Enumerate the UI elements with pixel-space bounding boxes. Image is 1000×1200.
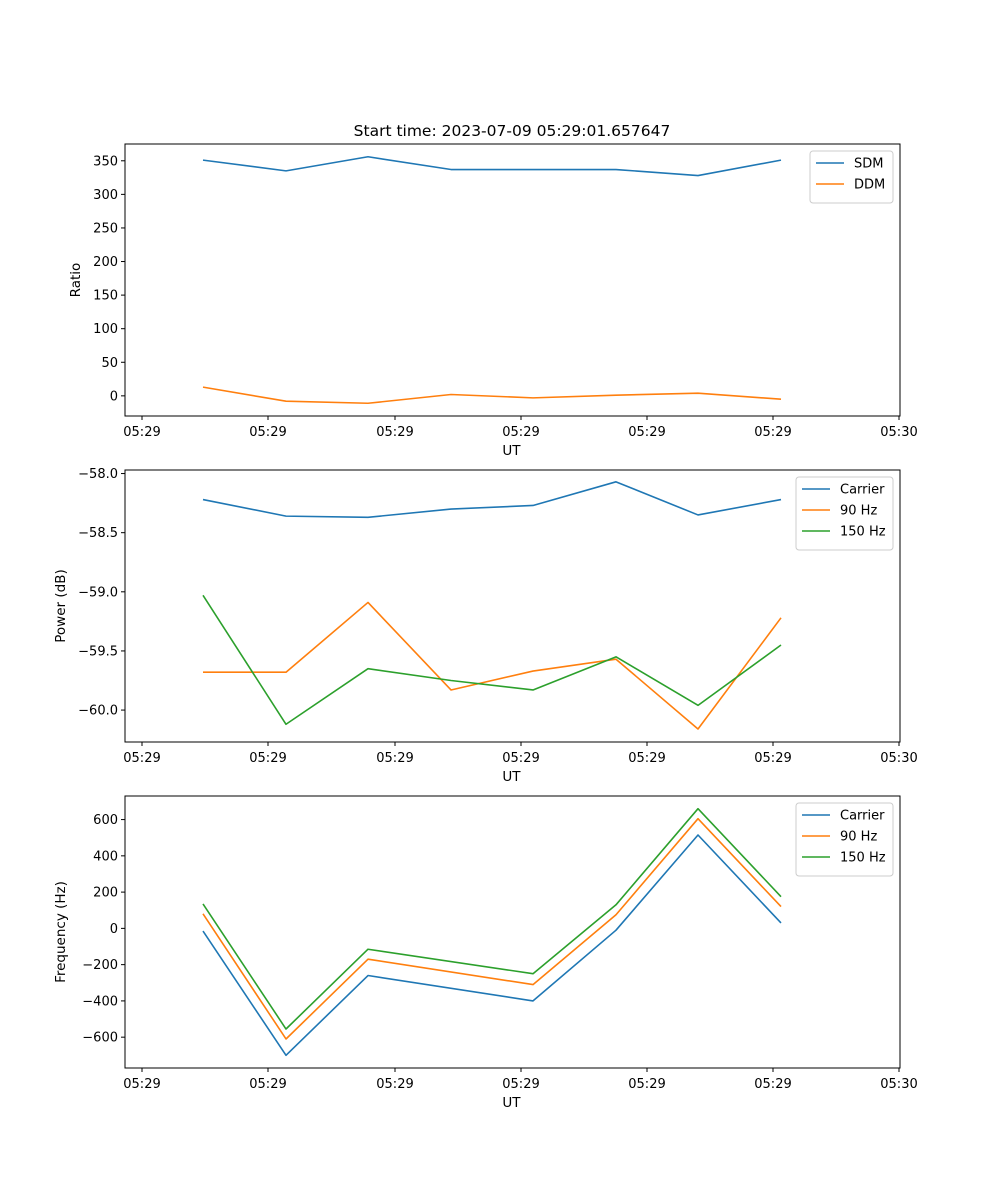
legend-label: 90 Hz bbox=[840, 504, 877, 519]
legend-label: 150 Hz bbox=[840, 525, 886, 540]
legend-label: DDM bbox=[854, 178, 885, 193]
x-tick-label: 05:29 bbox=[502, 1077, 539, 1092]
y-tick-label: 400 bbox=[93, 849, 118, 864]
x-tick-label: 05:29 bbox=[628, 1077, 665, 1092]
series-line-carrier bbox=[202, 834, 782, 1057]
chart-panel-2: −58.0 −58.5 −59.0 −59.5 −60.0 05:29 05:29 05:29… bbox=[53, 467, 918, 785]
series-line-150-hz bbox=[202, 594, 782, 726]
legend-label: 150 Hz bbox=[840, 851, 886, 866]
axes-frame bbox=[124, 143, 901, 417]
y-tick-label: 600 bbox=[93, 813, 118, 828]
series-line-90-hz bbox=[202, 817, 782, 1040]
y-tick-label: −60.0 bbox=[78, 704, 118, 719]
y-tick-label: 300 bbox=[93, 188, 118, 203]
y-tick-label: −59.0 bbox=[78, 585, 118, 600]
x-tick-label: 05:29 bbox=[628, 751, 665, 766]
x-tick-label: 05:29 bbox=[123, 425, 160, 440]
y-axis-label: Frequency (Hz) bbox=[53, 881, 69, 983]
y-tick-label: 200 bbox=[93, 255, 118, 270]
series-line-90-hz bbox=[203, 601, 782, 730]
series-line-carrier bbox=[202, 481, 782, 519]
x-tick-label: 05:29 bbox=[123, 1077, 160, 1092]
y-tick-label: −400 bbox=[82, 994, 118, 1009]
series-line-ddm bbox=[202, 386, 782, 405]
chart-panel-3: 600 400 200 0 −200 −400 −600 05:29 05:29 05:29 05:… bbox=[53, 795, 918, 1111]
y-axis-label: Power (dB) bbox=[53, 569, 69, 642]
y-tick-label: −59.5 bbox=[78, 644, 118, 659]
legend-label: Carrier bbox=[840, 483, 885, 498]
legend-label: 90 Hz bbox=[840, 830, 877, 845]
axes-frame bbox=[124, 469, 901, 743]
y-tick-label: 0 bbox=[110, 922, 118, 937]
x-tick-label: 05:29 bbox=[249, 425, 286, 440]
x-tick-label: 05:29 bbox=[754, 751, 791, 766]
y-tick-label: 50 bbox=[101, 356, 118, 371]
x-tick-label: 05:30 bbox=[880, 751, 917, 766]
y-tick-label: 250 bbox=[93, 221, 118, 236]
y-tick-label: 350 bbox=[93, 154, 118, 169]
x-tick-label: 05:29 bbox=[123, 751, 160, 766]
y-tick-label: −58.0 bbox=[78, 467, 118, 482]
x-tick-label: 05:29 bbox=[249, 751, 286, 766]
x-tick-label: 05:29 bbox=[628, 425, 665, 440]
x-tick-label: 05:29 bbox=[376, 425, 413, 440]
legend-label: Carrier bbox=[840, 809, 885, 824]
x-tick-label: 05:29 bbox=[249, 1077, 286, 1092]
x-axis-label: UT bbox=[502, 1095, 521, 1111]
x-tick-label: 05:29 bbox=[754, 425, 791, 440]
y-tick-label: −58.5 bbox=[78, 526, 118, 541]
y-tick-label: 0 bbox=[110, 389, 118, 404]
x-tick-label: 05:29 bbox=[754, 1077, 791, 1092]
legend-label: SDM bbox=[854, 157, 883, 172]
x-axis-label: UT bbox=[502, 769, 521, 785]
legend: Carrier 90 Hz 150 Hz bbox=[795, 802, 894, 877]
y-tick-label: −600 bbox=[82, 1031, 118, 1046]
y-tick-label: 100 bbox=[93, 322, 118, 337]
series-line-150-hz bbox=[202, 807, 782, 1030]
legend: SDM DDM bbox=[809, 150, 894, 204]
chart-panel-1: 0 50 100 150 200 250 300 350 05:29 05:29 05:29 05:2… bbox=[68, 143, 918, 459]
x-tick-label: 05:29 bbox=[376, 1077, 413, 1092]
series-line-sdm bbox=[202, 155, 782, 177]
axes-frame bbox=[124, 795, 901, 1069]
x-tick-label: 05:30 bbox=[880, 425, 917, 440]
x-tick-label: 05:30 bbox=[880, 1077, 917, 1092]
x-tick-label: 05:29 bbox=[502, 425, 539, 440]
y-tick-label: 150 bbox=[93, 289, 118, 304]
y-tick-label: −200 bbox=[82, 958, 118, 973]
y-axis-label: Ratio bbox=[68, 263, 84, 298]
y-tick-label: 200 bbox=[93, 886, 118, 901]
figure-title: Start time: 2023-07-09 05:29:01.657647 bbox=[354, 122, 671, 140]
x-tick-label: 05:29 bbox=[376, 751, 413, 766]
legend-box bbox=[809, 150, 894, 204]
legend: Carrier 90 Hz 150 Hz bbox=[795, 476, 894, 551]
x-axis-label: UT bbox=[502, 443, 521, 459]
x-tick-label: 05:29 bbox=[502, 751, 539, 766]
